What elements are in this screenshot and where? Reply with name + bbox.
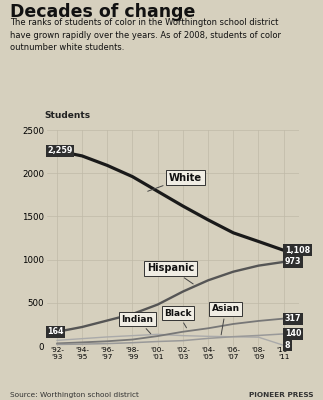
- Text: Decades of change: Decades of change: [10, 3, 195, 21]
- Text: 317: 317: [285, 314, 301, 323]
- Text: 2,259: 2,259: [47, 146, 73, 155]
- Text: Indian: Indian: [121, 315, 153, 334]
- Text: 973: 973: [285, 258, 301, 266]
- Text: Black: Black: [164, 309, 192, 328]
- Text: PIONEER PRESS: PIONEER PRESS: [249, 392, 313, 398]
- Text: Students: Students: [44, 111, 90, 120]
- Text: Asian: Asian: [212, 304, 240, 335]
- Text: 1,108: 1,108: [285, 246, 310, 255]
- Text: White: White: [148, 172, 202, 191]
- Text: 8: 8: [285, 341, 291, 350]
- Text: The ranks of students of color in the Worthington school district
have grown rap: The ranks of students of color in the Wo…: [10, 18, 281, 52]
- Text: Hispanic: Hispanic: [147, 263, 194, 284]
- Text: Source: Worthington school district: Source: Worthington school district: [10, 392, 139, 398]
- Text: 164: 164: [47, 327, 64, 336]
- Text: 140: 140: [285, 330, 301, 338]
